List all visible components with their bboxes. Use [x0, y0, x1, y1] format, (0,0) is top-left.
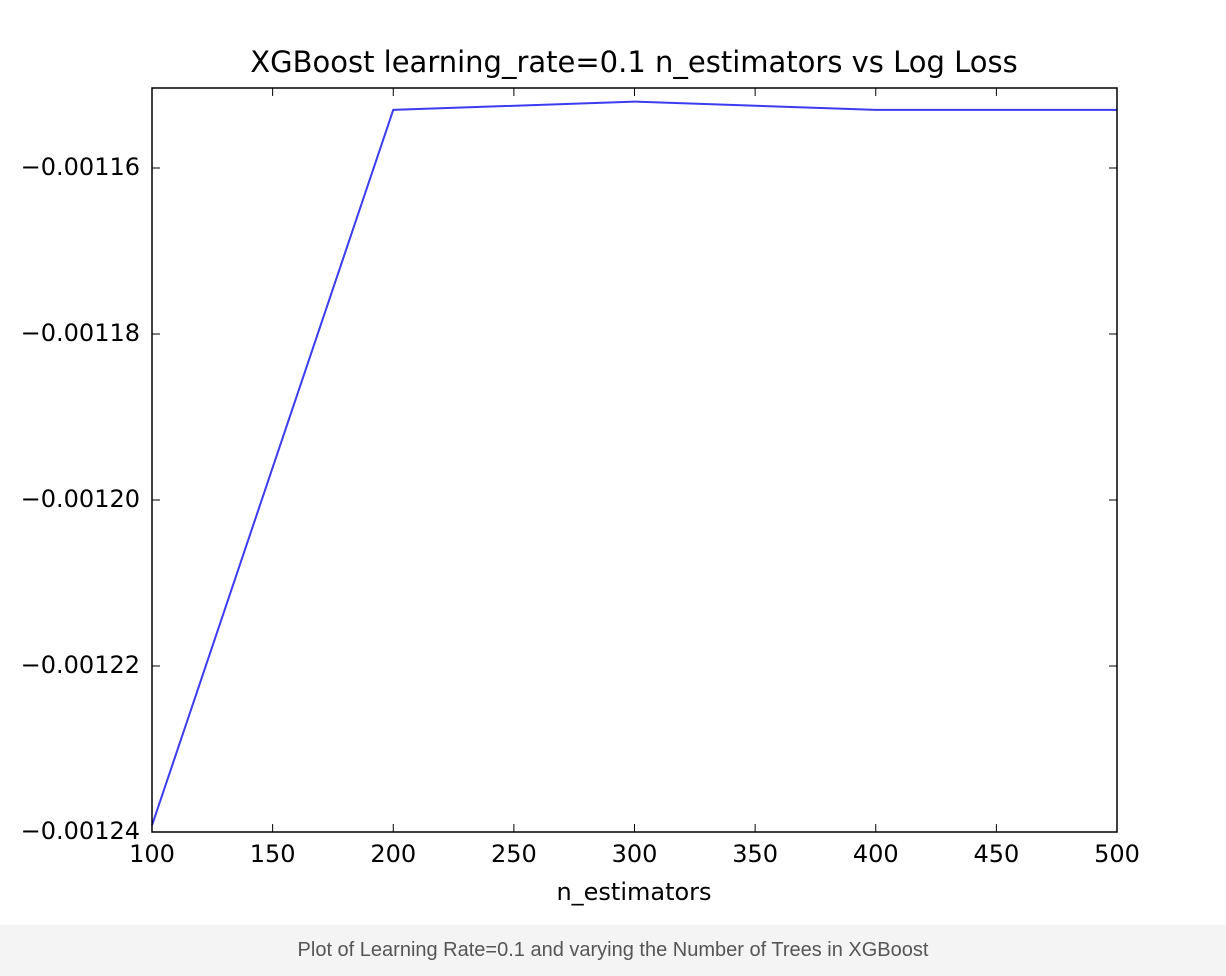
- x-tick-label: 350: [732, 840, 778, 868]
- y-tick-label: −0.00120: [21, 485, 140, 513]
- x-tick-label: 500: [1094, 840, 1140, 868]
- x-axis-label: n_estimators: [556, 878, 711, 906]
- x-tick-label: 250: [491, 840, 537, 868]
- x-tick-label: 200: [370, 840, 416, 868]
- x-tick-label: 450: [973, 840, 1019, 868]
- line-series: [151, 100, 1117, 826]
- x-tick-label: 300: [612, 840, 658, 868]
- caption: Plot of Learning Rate=0.1 and varying th…: [0, 925, 1226, 976]
- x-tick-label: 150: [250, 840, 296, 868]
- y-tick-label: −0.00124: [21, 817, 140, 845]
- chart-title: XGBoost learning_rate=0.1 n_estimators v…: [250, 45, 1018, 79]
- x-tick-label: 400: [853, 840, 899, 868]
- y-tick-label: −0.00122: [21, 651, 140, 679]
- plot-frame: [151, 87, 1118, 833]
- chart: XGBoost learning_rate=0.1 n_estimators v…: [21, 45, 1140, 906]
- y-tick-label: −0.00118: [21, 319, 140, 347]
- x-tick-label: 100: [129, 840, 175, 868]
- y-tick-label: −0.00116: [21, 153, 140, 181]
